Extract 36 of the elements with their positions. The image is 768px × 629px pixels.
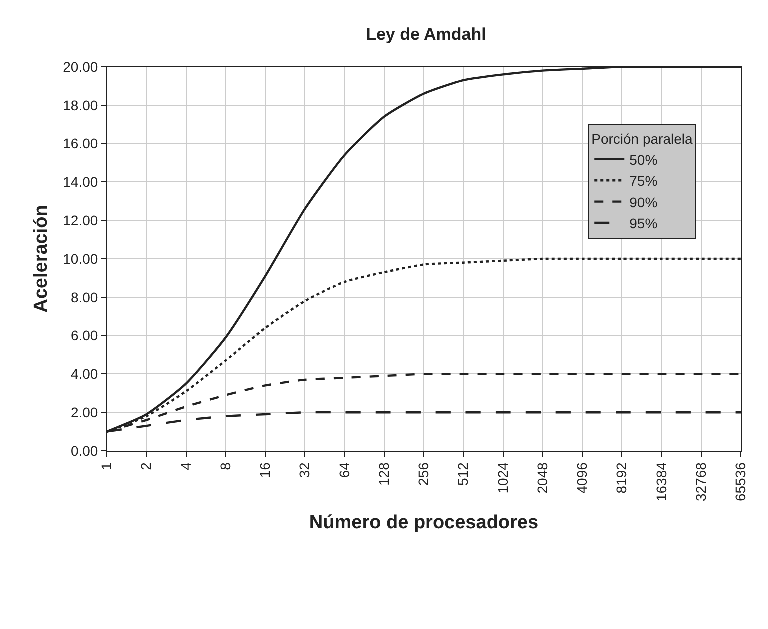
legend-label: 90%: [630, 194, 658, 210]
x-tick-label: 64: [336, 462, 352, 478]
legend-label: 95%: [630, 215, 658, 232]
y-tick-label: 20.00: [63, 58, 98, 75]
x-tick-label: 128: [376, 462, 392, 486]
x-tick-label: 4096: [574, 462, 590, 494]
legend-title: Porción paralela: [592, 130, 694, 147]
x-tick-label: 16384: [653, 462, 670, 502]
y-tick-label: 2.00: [70, 404, 98, 420]
x-tick-label: 2048: [534, 462, 550, 494]
x-tick-label: 8192: [614, 462, 630, 494]
y-tick-label: 6.00: [70, 328, 98, 344]
y-axis-title: Aceleración: [31, 205, 52, 313]
y-tick-label: 18.00: [63, 97, 98, 114]
y-tick-label: 4.00: [70, 366, 98, 382]
legend-label: 50%: [630, 152, 658, 168]
x-tick-label: 2: [138, 462, 154, 470]
chart-title: Ley de Amdahl: [366, 25, 486, 44]
x-tick-label: 4: [178, 462, 194, 470]
x-tick-label: 32: [296, 462, 313, 478]
x-tick-label: 1024: [494, 462, 511, 494]
x-tick-label: 1: [98, 462, 115, 470]
y-tick-label: 14.00: [63, 174, 98, 190]
y-tick-label: 0.00: [70, 442, 98, 459]
legend-label: 75%: [630, 173, 658, 190]
x-tick-label: 512: [455, 462, 472, 486]
x-tick-label: 256: [416, 462, 432, 486]
y-tick-label: 16.00: [63, 136, 98, 152]
y-tick-label: 12.00: [63, 212, 98, 228]
x-tick-label: 8: [217, 462, 234, 470]
x-tick-label: 32768: [692, 462, 709, 502]
x-tick-label: 65536: [732, 462, 749, 502]
y-tick-label: 10.00: [63, 250, 98, 267]
x-tick-label: 16: [257, 462, 274, 478]
x-axis-title: Número de procesadores: [309, 512, 539, 534]
y-tick-label: 8.00: [70, 289, 98, 306]
